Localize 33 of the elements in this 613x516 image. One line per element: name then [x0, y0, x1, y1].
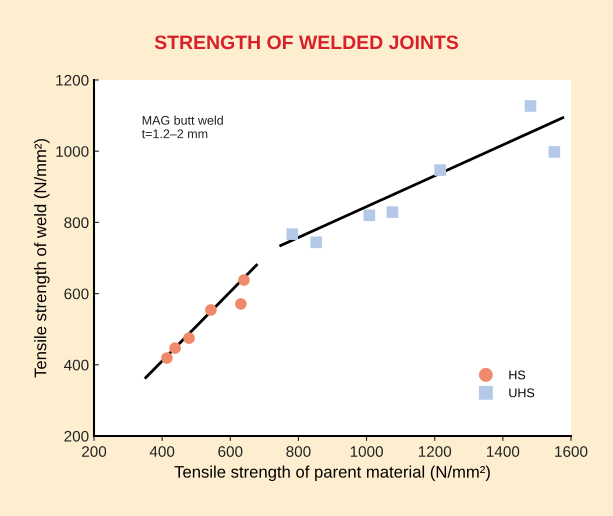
chart-title: STRENGTH OF WELDED JOINTS: [154, 35, 458, 50]
x-tick-label: 600: [218, 446, 242, 457]
point: [434, 164, 446, 176]
point: [161, 352, 173, 364]
x-tick-label: 400: [150, 446, 174, 457]
legend-label: HS: [509, 370, 526, 380]
x-tick-label: 200: [82, 446, 106, 457]
point: [205, 304, 217, 316]
x-tick-label: 1600: [555, 446, 588, 457]
y-tick-label: 200: [64, 430, 89, 442]
point: [183, 332, 195, 344]
x-tick-label: 1000: [350, 446, 383, 457]
point: [548, 146, 560, 158]
x-axis-title: Tensile strength of parent material (N/mm²): [174, 466, 490, 482]
y-tick-label: 400: [64, 360, 89, 370]
y-tick-label: 600: [64, 288, 89, 300]
point: [524, 100, 536, 112]
legend-label: UHS: [509, 388, 534, 398]
point: [238, 274, 250, 286]
point: [235, 298, 247, 310]
point: [363, 209, 376, 222]
x-tick-label: 800: [286, 446, 311, 457]
point: [310, 236, 322, 248]
y-tick-label: 1200: [56, 74, 89, 86]
x-tick-label: 1400: [487, 446, 520, 457]
annotation: MAG butt weld t=1.2–2 mm: [142, 116, 223, 138]
point: [169, 342, 181, 354]
point: [286, 228, 298, 240]
x-tick-label: 1200: [418, 446, 452, 457]
y-tick-label: 800: [64, 217, 89, 228]
point: [386, 206, 398, 218]
y-axis-title: Tensile strength of weld (N/mm²): [34, 139, 50, 378]
y-tick-label: 1000: [56, 146, 89, 157]
